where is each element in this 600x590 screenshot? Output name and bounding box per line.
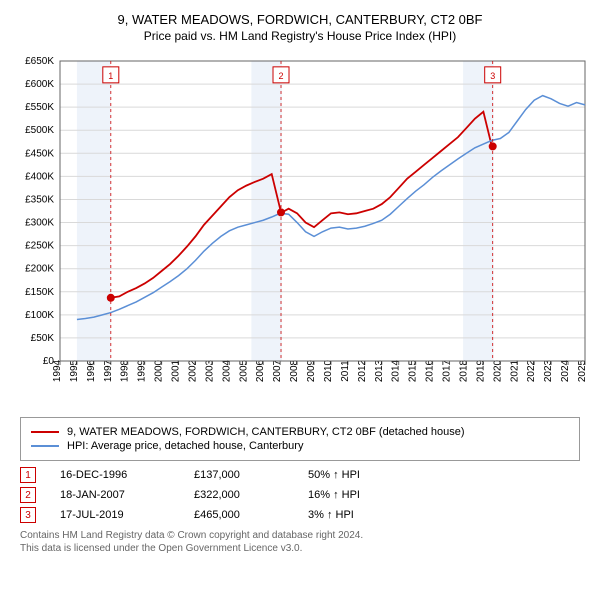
legend-label: HPI: Average price, detached house, Cant…	[67, 440, 303, 452]
event-date: 17-JUL-2019	[60, 509, 170, 521]
legend-swatch-property	[31, 431, 59, 433]
svg-text:2002: 2002	[187, 359, 198, 382]
chart-subtitle: Price paid vs. HM Land Registry's House …	[10, 29, 590, 43]
svg-text:2003: 2003	[204, 359, 215, 382]
svg-text:£250K: £250K	[25, 241, 54, 252]
chart-area: £0£50K£100K£150K£200K£250K£300K£350K£400…	[10, 51, 590, 411]
legend-label: 9, WATER MEADOWS, FORDWICH, CANTERBURY, …	[67, 426, 465, 438]
svg-text:2020: 2020	[492, 359, 503, 382]
svg-text:£300K: £300K	[25, 218, 54, 229]
event-row: 2 18-JAN-2007 £322,000 16% ↑ HPI	[20, 487, 580, 503]
event-price: £137,000	[194, 469, 284, 481]
svg-text:1998: 1998	[120, 359, 131, 382]
svg-text:2017: 2017	[442, 359, 453, 382]
event-date: 18-JAN-2007	[60, 489, 170, 501]
svg-text:2: 2	[279, 71, 284, 81]
svg-text:2005: 2005	[238, 359, 249, 382]
svg-text:2004: 2004	[221, 359, 232, 382]
legend-row: HPI: Average price, detached house, Cant…	[31, 440, 569, 452]
event-delta: 50% ↑ HPI	[308, 469, 360, 481]
svg-text:2023: 2023	[543, 359, 554, 382]
svg-text:2012: 2012	[357, 359, 368, 382]
svg-text:2000: 2000	[154, 359, 165, 382]
svg-text:1995: 1995	[69, 359, 80, 382]
svg-text:£450K: £450K	[25, 148, 54, 159]
svg-text:£550K: £550K	[25, 102, 54, 113]
svg-text:2006: 2006	[255, 359, 266, 382]
svg-text:£350K: £350K	[25, 194, 54, 205]
legend-swatch-hpi	[31, 445, 59, 447]
footer: Contains HM Land Registry data © Crown c…	[20, 529, 580, 555]
event-delta: 3% ↑ HPI	[308, 509, 354, 521]
event-row: 1 16-DEC-1996 £137,000 50% ↑ HPI	[20, 467, 580, 483]
svg-text:£150K: £150K	[25, 287, 54, 298]
svg-text:2025: 2025	[577, 359, 588, 382]
svg-text:2007: 2007	[272, 359, 283, 382]
chart-title: 9, WATER MEADOWS, FORDWICH, CANTERBURY, …	[10, 12, 590, 27]
svg-text:2011: 2011	[340, 360, 351, 382]
event-row: 3 17-JUL-2019 £465,000 3% ↑ HPI	[20, 507, 580, 523]
svg-text:2019: 2019	[475, 359, 486, 382]
event-badge: 3	[20, 507, 36, 523]
svg-text:2024: 2024	[560, 359, 571, 382]
svg-text:1996: 1996	[86, 359, 97, 382]
svg-text:1999: 1999	[137, 359, 148, 382]
event-price: £465,000	[194, 509, 284, 521]
svg-text:1994: 1994	[52, 359, 63, 382]
svg-text:2018: 2018	[458, 359, 469, 382]
svg-text:2016: 2016	[425, 359, 436, 382]
event-delta: 16% ↑ HPI	[308, 489, 360, 501]
events-table: 1 16-DEC-1996 £137,000 50% ↑ HPI 2 18-JAN-200…	[20, 467, 580, 523]
event-badge: 1	[20, 467, 36, 483]
footer-line: This data is licensed under the Open Gov…	[20, 542, 580, 555]
svg-text:2013: 2013	[374, 359, 385, 382]
svg-text:2009: 2009	[306, 359, 317, 382]
svg-text:2022: 2022	[526, 359, 537, 382]
svg-text:£100K: £100K	[25, 310, 54, 321]
svg-text:2015: 2015	[408, 359, 419, 382]
svg-text:£400K: £400K	[25, 171, 54, 182]
legend: 9, WATER MEADOWS, FORDWICH, CANTERBURY, …	[20, 417, 580, 461]
footer-line: Contains HM Land Registry data © Crown c…	[20, 529, 580, 542]
svg-text:1: 1	[108, 71, 113, 81]
event-date: 16-DEC-1996	[60, 469, 170, 481]
legend-row: 9, WATER MEADOWS, FORDWICH, CANTERBURY, …	[31, 426, 569, 438]
svg-text:£650K: £650K	[25, 56, 54, 67]
svg-text:2014: 2014	[391, 359, 402, 382]
chart-svg: £0£50K£100K£150K£200K£250K£300K£350K£400…	[10, 51, 590, 411]
svg-text:2021: 2021	[509, 359, 520, 382]
svg-text:£50K: £50K	[31, 333, 55, 344]
event-price: £322,000	[194, 489, 284, 501]
event-badge: 2	[20, 487, 36, 503]
svg-text:2008: 2008	[289, 359, 300, 382]
svg-text:3: 3	[490, 71, 495, 81]
svg-text:£500K: £500K	[25, 125, 54, 136]
svg-text:1997: 1997	[103, 359, 114, 382]
svg-text:2010: 2010	[323, 359, 334, 382]
svg-text:£600K: £600K	[25, 79, 54, 90]
svg-text:£200K: £200K	[25, 264, 54, 275]
svg-text:2001: 2001	[171, 359, 182, 382]
